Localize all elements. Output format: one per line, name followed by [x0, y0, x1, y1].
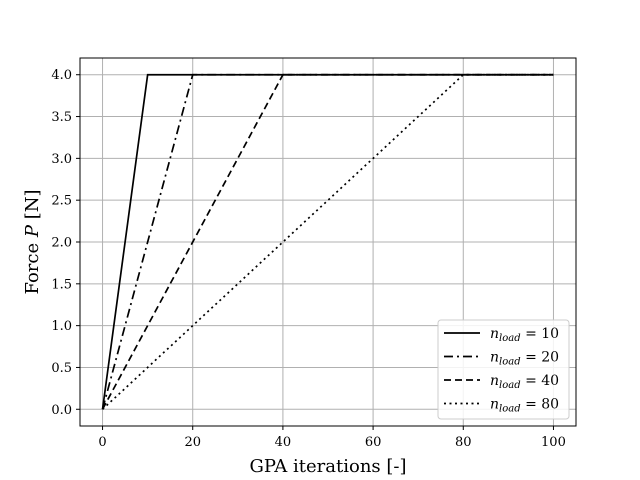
series-line-3 [101, 73, 554, 410]
y-tick-label: 0.5 [51, 361, 72, 376]
legend-label: nload = 80 [490, 397, 559, 415]
x-tick-label: 80 [455, 435, 472, 450]
y-tick-label: 3.0 [51, 152, 72, 167]
series-line-2 [101, 73, 554, 410]
y-tick-label: 0.0 [51, 403, 72, 418]
y-tick-label: 1.0 [51, 319, 72, 334]
y-tick-label: 4.0 [51, 68, 72, 83]
ticks: 0 20 40 60 80 100 0.0 0.5 1.0 1.5 2.0 2.5 3.0 3.5 4.0 [51, 68, 566, 450]
x-tick-label: 20 [184, 435, 201, 450]
series-lines [101, 73, 554, 410]
legend-label: nload = 20 [490, 350, 559, 368]
x-tick-label: 0 [98, 435, 106, 450]
legend-box [437, 319, 570, 420]
y-tick-label: 3.5 [51, 110, 72, 125]
y-axis-label-prefix: Force [22, 237, 43, 294]
y-axis-label-symbol: P [22, 224, 43, 238]
y-axis-label-suffix: [N] [22, 189, 43, 225]
legend-label: nload = 10 [490, 326, 559, 344]
y-tick-label: 2.5 [51, 194, 72, 209]
x-tick-label: 60 [365, 435, 382, 450]
y-tick-label: 2.0 [51, 236, 72, 251]
y-tick-label: 1.5 [51, 277, 72, 292]
x-axis-label: GPA iterations [-] [249, 456, 406, 477]
y-axis-label: Force P [N] [22, 189, 43, 294]
x-tick-label: 40 [275, 435, 292, 450]
grid [80, 58, 576, 426]
x-tick-label: 100 [541, 435, 566, 450]
legend: nload = 10 nload = 20 nload = 40 nload = 80 [437, 319, 570, 420]
legend-label: nload = 40 [490, 373, 559, 391]
